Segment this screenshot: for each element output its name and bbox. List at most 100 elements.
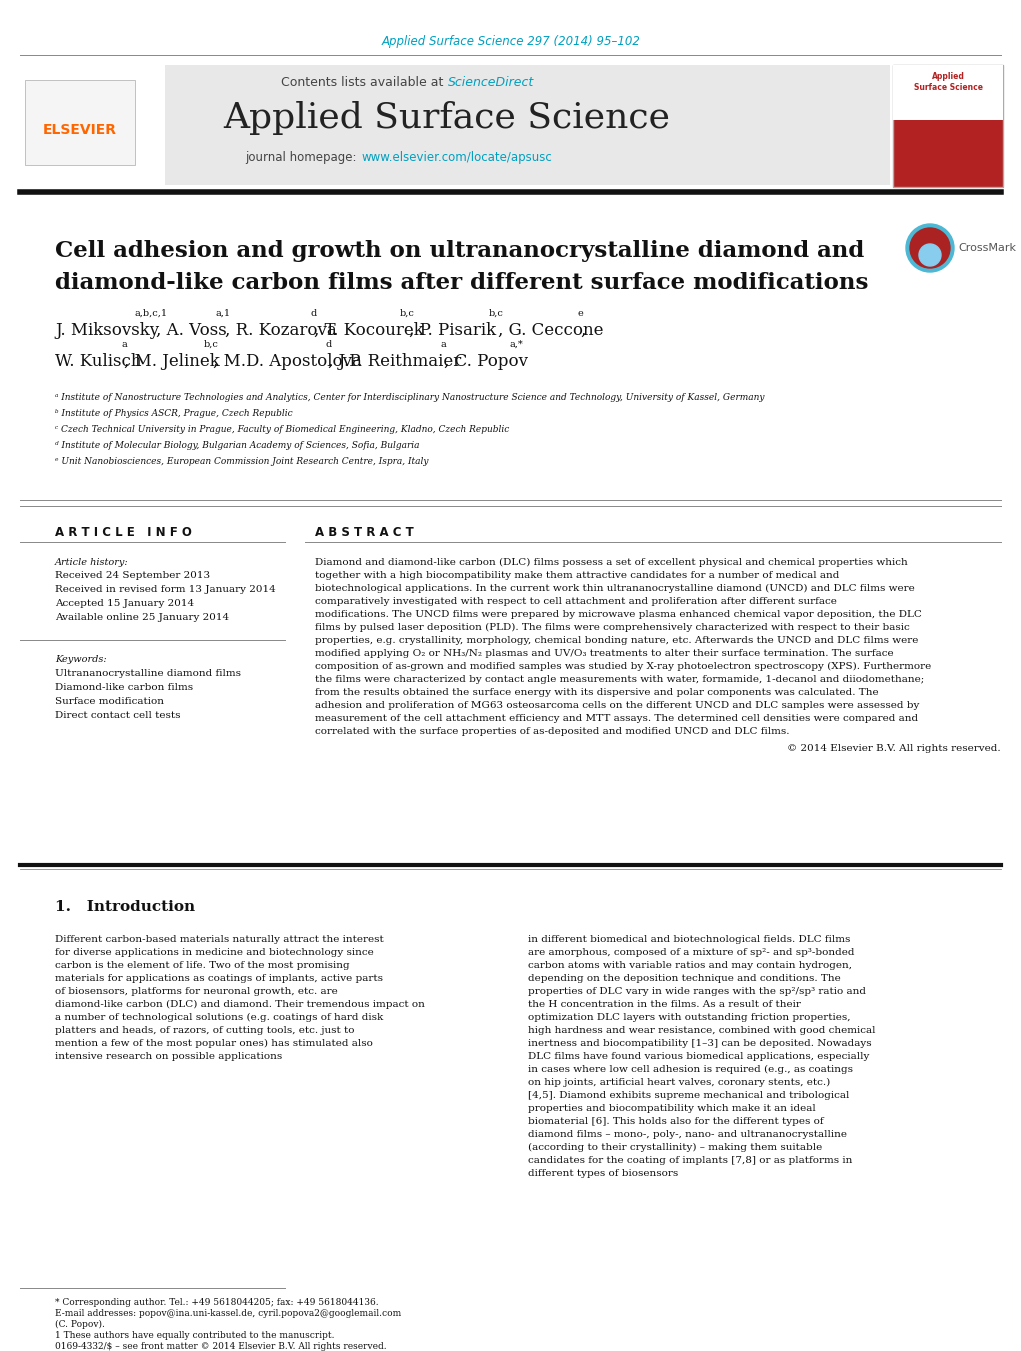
- Text: (according to their crystallinity) – making them suitable: (according to their crystallinity) – mak…: [528, 1143, 822, 1152]
- Text: high hardness and wear resistance, combined with good chemical: high hardness and wear resistance, combi…: [528, 1025, 875, 1035]
- Text: © 2014 Elsevier B.V. All rights reserved.: © 2014 Elsevier B.V. All rights reserved…: [787, 744, 1001, 753]
- Text: A B S T R A C T: A B S T R A C T: [315, 526, 414, 539]
- Text: journal homepage:: journal homepage:: [245, 151, 360, 165]
- Text: W. Kulisch: W. Kulisch: [55, 353, 142, 370]
- Text: together with a high biocompatibility make them attractive candidates for a numb: together with a high biocompatibility ma…: [315, 571, 839, 580]
- Text: Diamond-like carbon films: Diamond-like carbon films: [55, 684, 193, 692]
- Text: carbon atoms with variable ratios and may contain hydrogen,: carbon atoms with variable ratios and ma…: [528, 961, 852, 970]
- Text: , R. Kozarova: , R. Kozarova: [225, 322, 337, 339]
- Text: mention a few of the most popular ones) has stimulated also: mention a few of the most popular ones) …: [55, 1039, 373, 1048]
- Text: in cases where low cell adhesion is required (e.g., as coatings: in cases where low cell adhesion is requ…: [528, 1065, 853, 1074]
- Text: (C. Popov).: (C. Popov).: [55, 1320, 105, 1329]
- Text: 1 These authors have equally contributed to the manuscript.: 1 These authors have equally contributed…: [55, 1331, 335, 1340]
- Text: for diverse applications in medicine and biotechnology since: for diverse applications in medicine and…: [55, 948, 374, 957]
- Text: different types of biosensors: different types of biosensors: [528, 1169, 678, 1178]
- Text: d: d: [311, 309, 318, 317]
- Text: Received in revised form 13 January 2014: Received in revised form 13 January 2014: [55, 585, 276, 594]
- Text: diamond-like carbon (DLC) and diamond. Their tremendous impact on: diamond-like carbon (DLC) and diamond. T…: [55, 1000, 425, 1009]
- Text: diamond-like carbon films after different surface modifications: diamond-like carbon films after differen…: [55, 272, 869, 295]
- Text: optimization DLC layers with outstanding friction properties,: optimization DLC layers with outstanding…: [528, 1013, 850, 1021]
- Text: e: e: [577, 309, 583, 317]
- Text: , C. Popov: , C. Popov: [443, 353, 528, 370]
- Text: correlated with the surface properties of as-deposited and modified UNCD and DLC: correlated with the surface properties o…: [315, 727, 789, 736]
- Text: carbon is the element of life. Two of the most promising: carbon is the element of life. Two of th…: [55, 961, 349, 970]
- FancyBboxPatch shape: [25, 80, 135, 165]
- Text: a: a: [121, 340, 127, 349]
- Text: properties and biocompatibility which make it an ideal: properties and biocompatibility which ma…: [528, 1104, 816, 1113]
- Text: in different biomedical and biotechnological fields. DLC films: in different biomedical and biotechnolog…: [528, 935, 850, 944]
- Text: biomaterial [6]. This holds also for the different types of: biomaterial [6]. This holds also for the…: [528, 1117, 824, 1125]
- Circle shape: [910, 228, 950, 267]
- Text: properties of DLC vary in wide ranges with the sp²/sp³ ratio and: properties of DLC vary in wide ranges wi…: [528, 988, 866, 996]
- Text: a,*: a,*: [509, 340, 523, 349]
- Text: ScienceDirect: ScienceDirect: [448, 76, 534, 89]
- Text: ELSEVIER: ELSEVIER: [43, 123, 117, 136]
- Text: a,1: a,1: [215, 309, 231, 317]
- Text: comparatively investigated with respect to cell attachment and proliferation aft: comparatively investigated with respect …: [315, 597, 837, 607]
- Text: DLC films have found various biomedical applications, especially: DLC films have found various biomedical …: [528, 1052, 869, 1061]
- Text: properties, e.g. crystallinity, morphology, chemical bonding nature, etc. Afterw: properties, e.g. crystallinity, morpholo…: [315, 636, 918, 644]
- Text: ᵃ Institute of Nanostructure Technologies and Analytics, Center for Interdiscipl: ᵃ Institute of Nanostructure Technologie…: [55, 393, 765, 403]
- FancyBboxPatch shape: [20, 65, 165, 185]
- Text: b,c: b,c: [203, 340, 218, 349]
- Text: ᶜ Czech Technical University in Prague, Faculty of Biomedical Engineering, Kladn: ᶜ Czech Technical University in Prague, …: [55, 426, 509, 434]
- Text: ,: ,: [580, 322, 586, 339]
- Text: Direct contact cell tests: Direct contact cell tests: [55, 711, 181, 720]
- Text: a: a: [440, 340, 446, 349]
- Text: b,c: b,c: [488, 309, 503, 317]
- Text: Cell adhesion and growth on ultrananocrystalline diamond and: Cell adhesion and growth on ultrananocry…: [55, 240, 864, 262]
- Text: Accepted 15 January 2014: Accepted 15 January 2014: [55, 598, 194, 608]
- Text: a,b,c,1: a,b,c,1: [134, 309, 167, 317]
- Text: J. Miksovsky: J. Miksovsky: [55, 322, 159, 339]
- Text: * Corresponding author. Tel.: +49 5618044205; fax: +49 5618044136.: * Corresponding author. Tel.: +49 561804…: [55, 1298, 379, 1306]
- Text: modifications. The UNCD films were prepared by microwave plasma enhanced chemica: modifications. The UNCD films were prepa…: [315, 611, 922, 619]
- Text: the films were characterized by contact angle measurements with water, formamide: the films were characterized by contact …: [315, 676, 924, 684]
- Text: [4,5]. Diamond exhibits supreme mechanical and tribological: [4,5]. Diamond exhibits supreme mechanic…: [528, 1092, 849, 1100]
- Text: , J.P. Reithmaier: , J.P. Reithmaier: [328, 353, 461, 370]
- Circle shape: [919, 245, 941, 266]
- Text: www.elsevier.com/locate/apsusc: www.elsevier.com/locate/apsusc: [361, 151, 551, 165]
- Text: candidates for the coating of implants [7,8] or as platforms in: candidates for the coating of implants […: [528, 1156, 853, 1165]
- Text: composition of as-grown and modified samples was studied by X-ray photoelectron : composition of as-grown and modified sam…: [315, 662, 931, 671]
- Text: , P. Pisarik: , P. Pisarik: [409, 322, 496, 339]
- FancyBboxPatch shape: [893, 65, 1003, 120]
- Text: CrossMark: CrossMark: [958, 243, 1016, 253]
- Text: the H concentration in the films. As a result of their: the H concentration in the films. As a r…: [528, 1000, 800, 1009]
- Text: d: d: [325, 340, 331, 349]
- Text: Surface modification: Surface modification: [55, 697, 164, 707]
- Text: biotechnological applications. In the current work thin ultrananocrystalline dia: biotechnological applications. In the cu…: [315, 584, 915, 593]
- Text: a number of technological solutions (e.g. coatings of hard disk: a number of technological solutions (e.g…: [55, 1013, 383, 1023]
- Text: ᵈ Institute of Molecular Biology, Bulgarian Academy of Sciences, Sofia, Bulgaria: ᵈ Institute of Molecular Biology, Bulgar…: [55, 440, 420, 450]
- Text: from the results obtained the surface energy with its dispersive and polar compo: from the results obtained the surface en…: [315, 688, 879, 697]
- Text: inertness and biocompatibility [1–3] can be deposited. Nowadays: inertness and biocompatibility [1–3] can…: [528, 1039, 872, 1048]
- Text: on hip joints, artificial heart valves, coronary stents, etc.): on hip joints, artificial heart valves, …: [528, 1078, 830, 1088]
- Text: 0169-4332/$ – see front matter © 2014 Elsevier B.V. All rights reserved.: 0169-4332/$ – see front matter © 2014 El…: [55, 1342, 387, 1351]
- Text: E-mail addresses: popov@ina.uni-kassel.de, cyril.popova2@googlemail.com: E-mail addresses: popov@ina.uni-kassel.d…: [55, 1309, 401, 1319]
- Text: of biosensors, platforms for neuronal growth, etc. are: of biosensors, platforms for neuronal gr…: [55, 988, 338, 996]
- Text: Received 24 September 2013: Received 24 September 2013: [55, 571, 210, 580]
- Text: Applied Surface Science: Applied Surface Science: [224, 101, 671, 135]
- Text: intensive research on possible applications: intensive research on possible applicati…: [55, 1052, 282, 1061]
- Text: A R T I C L E   I N F O: A R T I C L E I N F O: [55, 526, 192, 539]
- Circle shape: [906, 224, 954, 272]
- Text: Keywords:: Keywords:: [55, 655, 106, 663]
- Text: 1.   Introduction: 1. Introduction: [55, 900, 195, 915]
- Text: ᵇ Institute of Physics ASCR, Prague, Czech Republic: ᵇ Institute of Physics ASCR, Prague, Cze…: [55, 409, 293, 417]
- Text: Diamond and diamond-like carbon (DLC) films possess a set of excellent physical : Diamond and diamond-like carbon (DLC) fi…: [315, 558, 908, 567]
- Text: platters and heads, of razors, of cutting tools, etc. just to: platters and heads, of razors, of cuttin…: [55, 1025, 354, 1035]
- Text: are amorphous, composed of a mixture of sp²- and sp³-bonded: are amorphous, composed of a mixture of …: [528, 948, 855, 957]
- Text: Contents lists available at: Contents lists available at: [281, 76, 447, 89]
- Text: Applied
Surface Science: Applied Surface Science: [914, 73, 982, 92]
- Text: measurement of the cell attachment efficiency and MTT assays. The determined cel: measurement of the cell attachment effic…: [315, 713, 918, 723]
- Text: Different carbon-based materials naturally attract the interest: Different carbon-based materials natural…: [55, 935, 384, 944]
- Text: , M. Jelinek: , M. Jelinek: [125, 353, 220, 370]
- Text: Available online 25 January 2014: Available online 25 January 2014: [55, 613, 229, 621]
- Text: Article history:: Article history:: [55, 558, 129, 567]
- Text: Applied Surface Science 297 (2014) 95–102: Applied Surface Science 297 (2014) 95–10…: [382, 35, 640, 49]
- Text: diamond films – mono-, poly-, nano- and ultrananocrystalline: diamond films – mono-, poly-, nano- and …: [528, 1129, 847, 1139]
- Text: modified applying O₂ or NH₃/N₂ plasmas and UV/O₃ treatments to alter their surfa: modified applying O₂ or NH₃/N₂ plasmas a…: [315, 648, 893, 658]
- Text: , M.D. Apostolova: , M.D. Apostolova: [212, 353, 361, 370]
- Text: , A. Voss: , A. Voss: [156, 322, 227, 339]
- Text: , T. Kocourek: , T. Kocourek: [314, 322, 424, 339]
- Text: ᵉ Unit Nanobiosciences, European Commission Joint Research Centre, Ispra, Italy: ᵉ Unit Nanobiosciences, European Commiss…: [55, 457, 429, 466]
